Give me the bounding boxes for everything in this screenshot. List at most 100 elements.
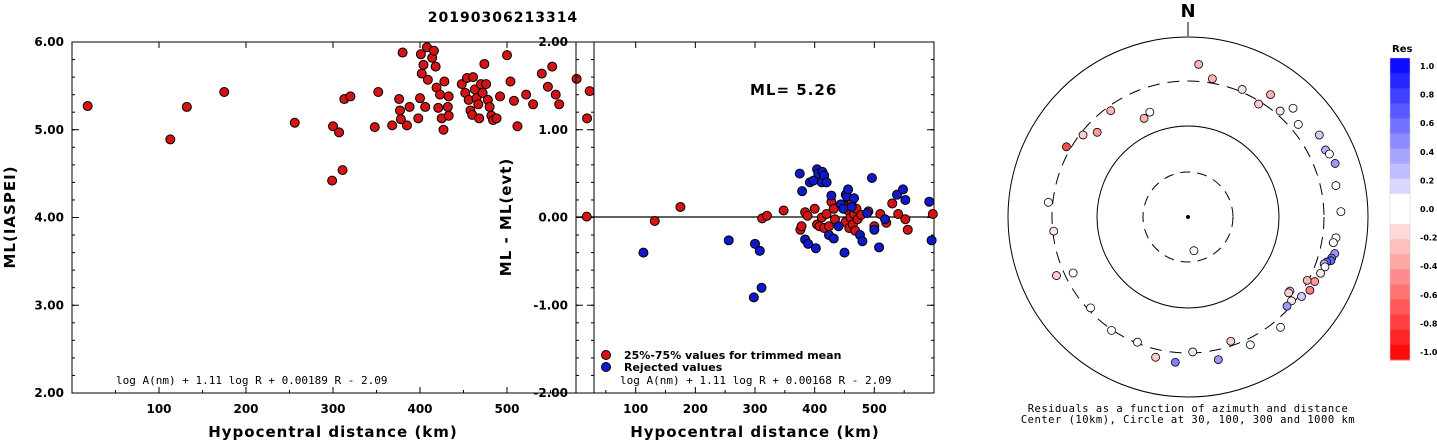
- data-point: [438, 124, 449, 135]
- y-tick-label: -2.00: [533, 386, 568, 400]
- data-point: [369, 122, 380, 133]
- middle-xlabel: Hypocentral distance (km): [630, 423, 880, 441]
- data-point: [289, 117, 300, 128]
- colorbar-cell: [1390, 163, 1410, 180]
- data-point: [810, 243, 821, 254]
- polar-caption-line1: Residuals as a function of azimuth and d…: [1028, 403, 1349, 415]
- station-residual: [1328, 238, 1338, 248]
- colorbar-tick-label: 0.6: [1420, 119, 1435, 128]
- data-point: [821, 177, 832, 188]
- station-residual: [1316, 268, 1325, 278]
- data-point: [584, 86, 595, 97]
- data-point: [554, 99, 565, 110]
- ring-1000km: [1007, 36, 1369, 398]
- data-point: [416, 68, 427, 79]
- data-point: [849, 193, 860, 204]
- data-point: [415, 93, 425, 104]
- data-point: [778, 205, 789, 216]
- colorbar-cell: [1390, 209, 1410, 225]
- data-point: [404, 101, 415, 112]
- legend-label-kept: 25%-75% values for trimmed mean: [624, 349, 841, 362]
- colorbar-tick-labels: 1.0 0.8 0.6 0.4 0.2 0.0 -0.2 -0.4 -0.6 -0.8 -1.0: [1420, 62, 1437, 357]
- colorbar-tick-label: -1.0: [1420, 348, 1437, 357]
- colorbar-title: Res: [1392, 44, 1412, 55]
- station-residual: [1194, 59, 1204, 69]
- ring-300km: [1051, 80, 1325, 354]
- data-point: [887, 198, 898, 209]
- data-point: [433, 102, 444, 113]
- data-point: [337, 165, 348, 176]
- data-point: [327, 175, 338, 186]
- data-point: [536, 68, 547, 79]
- x-tick-label: 100: [623, 402, 648, 416]
- data-point: [481, 79, 492, 90]
- data-point: [415, 49, 426, 60]
- colorbar-tick-label: 0.8: [1420, 91, 1435, 100]
- y-tick-label: 2.00: [538, 35, 568, 49]
- colorbar-cell: [1390, 178, 1410, 195]
- data-point: [843, 184, 854, 195]
- data-point: [473, 99, 484, 110]
- station-residual: [1310, 277, 1320, 286]
- station-residual: [1305, 285, 1315, 295]
- y-tick-label: 3.00: [34, 298, 64, 312]
- data-point: [508, 95, 519, 106]
- colorbar-tick-label: 0.4: [1420, 148, 1435, 157]
- left-data-points: [82, 42, 595, 186]
- data-point: [902, 224, 913, 235]
- data-point: [413, 113, 424, 124]
- colorbar-cell: [1390, 344, 1410, 361]
- data-point: [809, 203, 820, 214]
- x-tick-label: 500: [862, 402, 887, 416]
- legend-marker-kept: [601, 350, 611, 360]
- data-point: [754, 245, 765, 256]
- data-point: [638, 247, 649, 258]
- data-point: [748, 292, 759, 303]
- middle-axis-ticks: 100 200 300 400 500 -2.00 -1.00 0.00 1.00 2.00: [533, 35, 934, 416]
- data-point: [926, 235, 937, 246]
- data-point: [521, 89, 532, 100]
- ring-100km: [1096, 125, 1280, 309]
- data-point: [387, 120, 398, 131]
- y-tick-label: -1.00: [533, 298, 568, 312]
- data-point: [439, 76, 450, 87]
- middle-data-points: [581, 164, 938, 303]
- data-point: [756, 282, 767, 293]
- x-tick-label: 500: [494, 402, 519, 416]
- data-point: [512, 121, 523, 132]
- data-point: [468, 72, 479, 83]
- data-point: [165, 134, 176, 145]
- colorbar-cell: [1390, 88, 1410, 104]
- data-point: [542, 81, 553, 92]
- legend-label-rejected: Rejected values: [624, 361, 723, 374]
- station-residual: [1284, 288, 1294, 298]
- data-point: [869, 224, 880, 235]
- data-point: [838, 203, 849, 214]
- colorbar-cell: [1390, 269, 1410, 285]
- figure-title: 20190306213314: [428, 10, 578, 26]
- data-point: [761, 210, 772, 221]
- data-point: [394, 94, 405, 105]
- data-point: [547, 61, 558, 72]
- data-point: [443, 91, 454, 102]
- data-point: [484, 101, 495, 112]
- station-residual: [1139, 113, 1149, 123]
- x-tick-label: 200: [683, 402, 708, 416]
- station-residual: [1207, 74, 1217, 84]
- station-residual: [1276, 322, 1285, 332]
- left-formula: log A(nm) + 1.11 log R + 0.00189 R - 2.0…: [116, 374, 388, 387]
- data-point: [528, 99, 539, 110]
- station-residual: [1288, 103, 1298, 113]
- data-point: [893, 208, 904, 219]
- colorbar-tick-label: 0.0: [1420, 205, 1435, 214]
- polar-caption-line2: Center (10km), Circle at 30, 100, 300 an…: [1021, 414, 1355, 426]
- data-point: [828, 233, 839, 244]
- data-point: [397, 47, 408, 58]
- left-scatter-panel: 100 200 300 400 500 2.00 3.00 4.00 5.00 6.00 log …: [1, 35, 595, 441]
- data-point: [797, 186, 808, 197]
- data-point: [435, 89, 446, 100]
- colorbar-cell: [1390, 329, 1410, 346]
- data-point: [394, 105, 405, 116]
- x-tick-label: 300: [320, 402, 345, 416]
